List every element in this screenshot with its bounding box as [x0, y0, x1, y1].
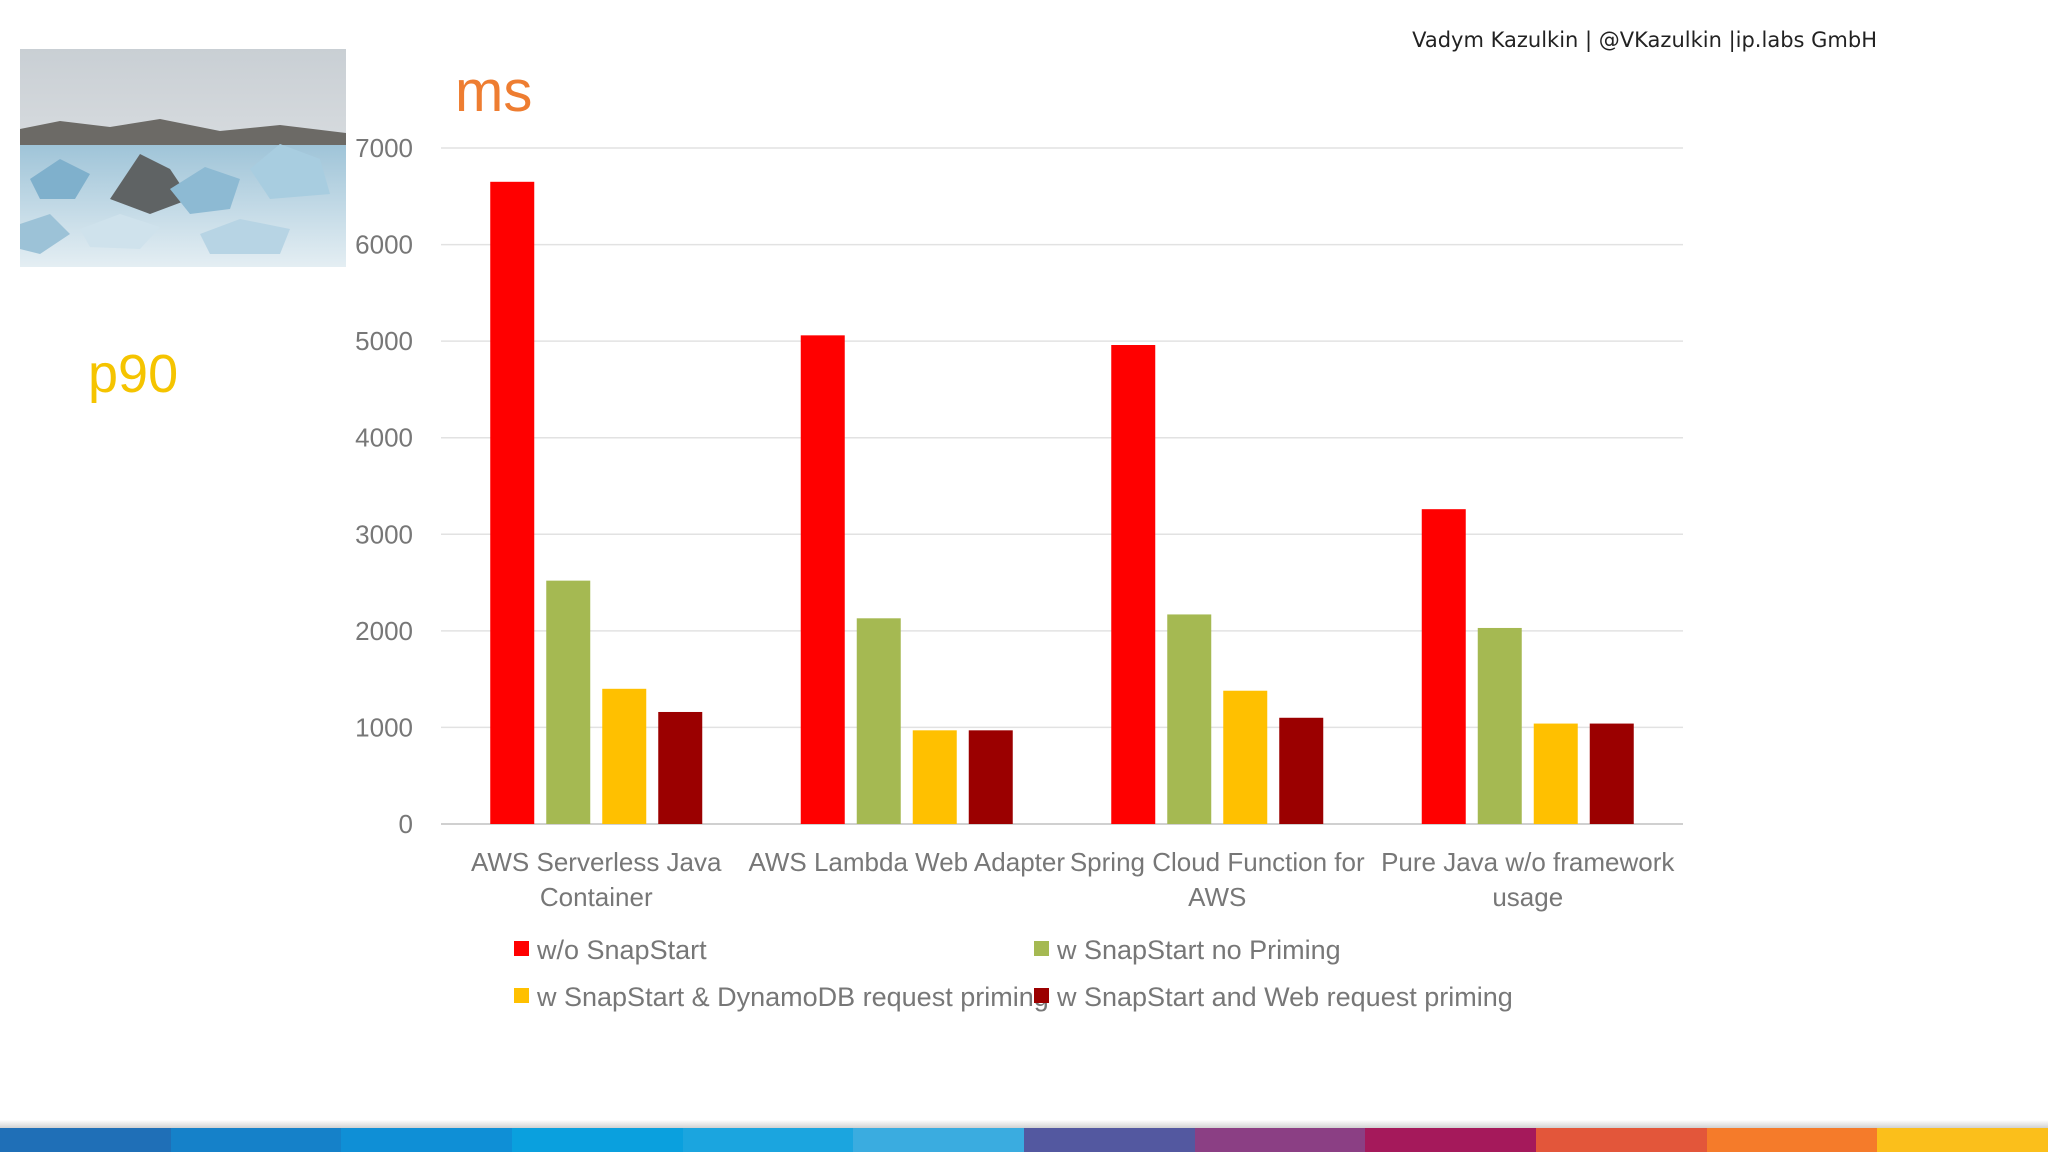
x-category-label: AWS Lambda Web Adapter	[748, 847, 1065, 877]
footer-stripe-segment	[341, 1128, 513, 1152]
footer-stripe-segment	[1536, 1128, 1707, 1152]
bar-2-4	[968, 730, 1013, 824]
y-tick-label: 2000	[355, 616, 413, 646]
bar-1-3	[602, 688, 647, 824]
bar-1-2	[546, 580, 591, 824]
iceberg-photo	[20, 49, 346, 267]
y-tick-label: 3000	[355, 519, 413, 549]
x-category-label: AWS	[1188, 882, 1246, 912]
legend-label: w SnapStart no Priming	[1056, 935, 1341, 965]
footer-stripe-segment	[1706, 1128, 1878, 1152]
bar-3-1	[1111, 345, 1156, 824]
footer-stripe-segment	[170, 1128, 342, 1152]
legend-item-2: w SnapStart no Priming	[1034, 935, 1341, 965]
footer-stripe	[0, 1120, 2048, 1152]
x-category-label: AWS Serverless Java	[471, 847, 722, 877]
bar-3-4	[1279, 717, 1324, 824]
x-category-label: usage	[1492, 882, 1563, 912]
footer-stripe-segment	[512, 1128, 683, 1152]
bar-4-1	[1421, 509, 1466, 824]
bar-1-4	[658, 711, 703, 824]
y-tick-label: 4000	[355, 423, 413, 453]
legend-item-3: w SnapStart & DynamoDB request priming	[514, 982, 1049, 1012]
y-tick-label: 0	[399, 809, 413, 839]
x-axis-categories: AWS Serverless Java Container AWS Lambda W…	[471, 847, 1675, 912]
x-category-label: Container	[540, 882, 653, 912]
footer-stripe-segment	[1877, 1128, 2048, 1152]
legend-item-1: w/o SnapStart	[514, 935, 707, 965]
footer-stripe-segment	[1024, 1128, 1195, 1152]
y-tick-label: 7000	[355, 133, 413, 163]
bars	[490, 181, 1634, 825]
footer-stripe-segment	[0, 1128, 171, 1152]
author-credit: Vadym Kazulkin | @VKazulkin |ip.labs Gmb…	[1412, 28, 1877, 52]
footer-stripe-segment	[853, 1128, 1025, 1152]
legend-swatch	[1034, 941, 1049, 956]
metric-label: p90	[88, 344, 179, 404]
legend-item-4: w SnapStart and Web request priming	[1034, 982, 1513, 1012]
x-category-label: Spring Cloud Function for	[1070, 847, 1365, 877]
bar-4-3	[1533, 723, 1578, 824]
y-axis-ticks: 0 1000 2000 3000 4000 5000 6000 7000	[355, 133, 413, 839]
x-category-label: Pure Java w/o framework	[1381, 847, 1675, 877]
bar-2-1	[800, 335, 845, 824]
legend-label: w/o SnapStart	[536, 935, 707, 965]
legend-swatch	[514, 988, 529, 1003]
bar-4-4	[1589, 723, 1634, 824]
footer-stripe-segment	[1194, 1128, 1366, 1152]
y-tick-label: 5000	[355, 326, 413, 356]
legend-swatch	[1034, 988, 1049, 1003]
bar-3-2	[1167, 614, 1212, 824]
bar-3-3	[1223, 690, 1268, 824]
y-tick-label: 1000	[355, 712, 413, 742]
legend-label: w SnapStart and Web request priming	[1056, 982, 1513, 1012]
legend-swatch	[514, 941, 529, 956]
footer-stripe-segment	[682, 1128, 854, 1152]
footer-stripe-segment	[1365, 1128, 1537, 1152]
y-axis-unit-label: ms	[455, 59, 533, 124]
bar-2-3	[912, 730, 957, 824]
grid-lines	[441, 147, 1683, 825]
bar-2-2	[856, 618, 901, 824]
legend-label: w SnapStart & DynamoDB request priming	[536, 982, 1049, 1012]
bar-1-1	[490, 181, 535, 825]
y-tick-label: 6000	[355, 230, 413, 260]
bar-4-2	[1477, 627, 1522, 824]
